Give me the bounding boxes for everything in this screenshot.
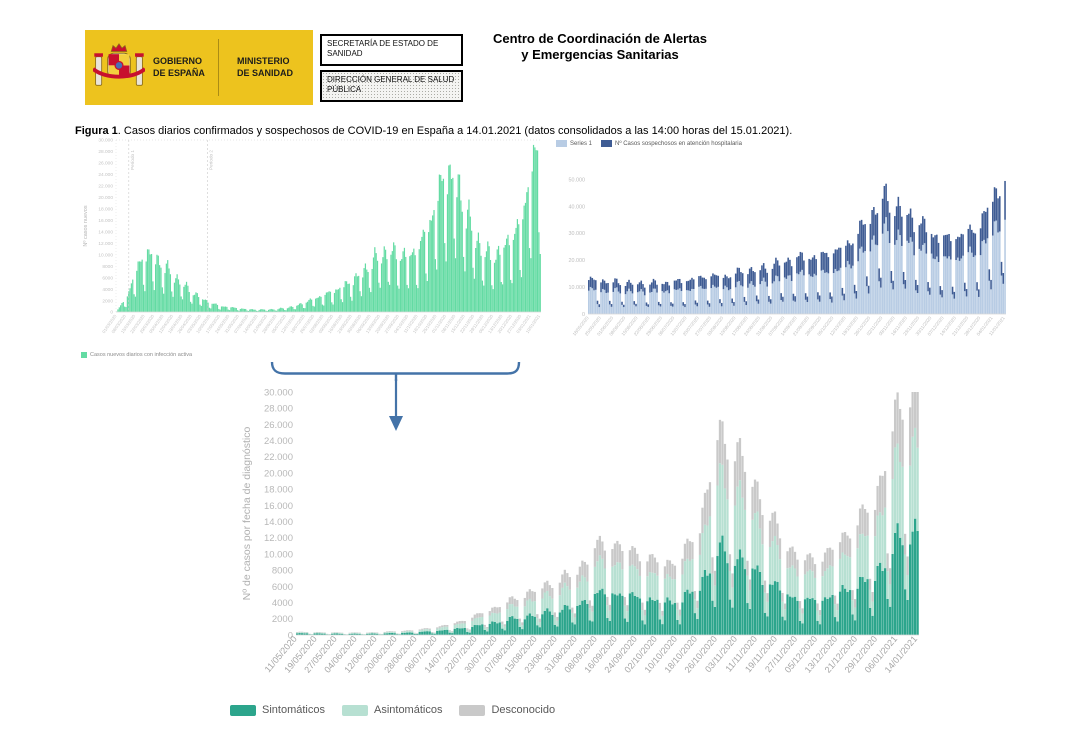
svg-text:12.000: 12.000 xyxy=(98,241,113,247)
spain-government-logo: GOBIERNO DE ESPAÑA MINISTERIO DE SANIDAD xyxy=(85,30,313,105)
svg-text:16.000: 16.000 xyxy=(98,218,113,224)
svg-text:10.000: 10.000 xyxy=(98,252,113,258)
svg-text:8000: 8000 xyxy=(272,566,293,577)
svg-text:4000: 4000 xyxy=(272,598,293,609)
legend-swatch-asintomaticos xyxy=(341,704,368,716)
legend-entry: Sintomáticos xyxy=(230,704,325,716)
svg-text:8000: 8000 xyxy=(102,264,113,270)
svg-text:Nº casos nuevos: Nº casos nuevos xyxy=(82,205,89,246)
svg-text:30.000: 30.000 xyxy=(264,387,293,398)
svg-text:12.000: 12.000 xyxy=(264,533,293,544)
svg-text:26.000: 26.000 xyxy=(264,420,293,431)
svg-text:Período 2: Período 2 xyxy=(208,150,213,170)
legend-label: Desconocido xyxy=(491,704,556,716)
svg-text:0: 0 xyxy=(582,312,585,318)
svg-text:2000: 2000 xyxy=(102,298,113,304)
svg-text:28.000: 28.000 xyxy=(264,404,293,415)
legend-entry: Asintomáticos xyxy=(341,704,443,716)
legend-swatch-green xyxy=(81,352,87,358)
legend-casos-nuevos: Casos nuevos diarios con infección activ… xyxy=(81,352,192,358)
legend-label: Casos nuevos diarios con infección activ… xyxy=(90,352,193,358)
legend-label: Series 1 xyxy=(570,140,593,147)
legend-casos-sospechosos: Series 1 Nº Casos sospechosos en atenció… xyxy=(556,140,742,147)
svg-text:20.000: 20.000 xyxy=(98,195,113,201)
svg-text:0: 0 xyxy=(288,630,293,641)
legend-swatch-sintomaticos xyxy=(230,704,256,716)
svg-text:24.000: 24.000 xyxy=(98,172,113,178)
org-title-line2: y Emergencias Sanitarias xyxy=(521,47,679,63)
org-title-line1: Centro de Coordinación de Alertas xyxy=(492,31,708,46)
svg-text:0: 0 xyxy=(110,310,113,316)
secretaria-de-estado-box: SECRETARÍA DE ESTADO DE SANIDAD xyxy=(320,34,463,66)
chart-casos-por-fecha-diagnostico: 0 2000 4000 6000 8000 10.000 12.000 14.000 16.00… xyxy=(232,382,927,712)
svg-text:Nº de casos por fecha de diagn: Nº de casos por fecha de diagnóstico xyxy=(241,427,253,601)
legend-entry: Desconocido xyxy=(459,704,555,716)
svg-text:10.000: 10.000 xyxy=(264,549,293,560)
ministry-label: MINISTERIO DE SANIDAD xyxy=(237,56,294,78)
org-title: Centro de Coordinación de Alertas y Emer… xyxy=(470,31,730,64)
svg-text:30.000: 30.000 xyxy=(569,231,586,237)
legend-label: Nº Casos sospechosos en atención hospita… xyxy=(615,140,742,147)
legend-entry: Nº Casos sospechosos en atención hospita… xyxy=(601,140,742,147)
svg-text:10.000: 10.000 xyxy=(569,285,586,291)
svg-text:28.000: 28.000 xyxy=(98,149,113,155)
legend-swatch-darkblue xyxy=(601,140,613,147)
svg-text:20.000: 20.000 xyxy=(264,468,293,479)
figure-caption-text: . Casos diarios confirmados y sospechoso… xyxy=(117,125,793,137)
svg-text:18.000: 18.000 xyxy=(98,207,113,213)
figure-caption-label: Figura 1 xyxy=(75,125,118,137)
spain-coat-of-arms-icon xyxy=(91,37,147,99)
svg-text:Período 1: Período 1 xyxy=(130,150,135,170)
svg-text:50.000: 50.000 xyxy=(569,177,586,183)
legend-swatch-lightblue xyxy=(556,140,567,147)
legend-diagnostico: Sintomáticos Asintomáticos Desconocido xyxy=(230,704,555,716)
government-label: GOBIERNO DE ESPAÑA xyxy=(153,56,205,78)
secretaria-label: SECRETARÍA DE ESTADO DE SANIDAD xyxy=(327,39,439,59)
svg-text:14.000: 14.000 xyxy=(98,230,113,236)
svg-text:6000: 6000 xyxy=(272,582,293,593)
svg-text:22.000: 22.000 xyxy=(264,452,293,463)
zoom-bracket-arrow-icon xyxy=(268,360,523,438)
logo-divider xyxy=(218,39,219,96)
svg-text:24.000: 24.000 xyxy=(264,436,293,447)
svg-text:6000: 6000 xyxy=(102,275,113,281)
direccion-general-box: DIRECCIÓN GENERAL DE SALUD PÚBLICA xyxy=(320,70,463,102)
svg-text:20.000: 20.000 xyxy=(569,258,586,264)
legend-swatch-desconocido xyxy=(459,704,486,716)
legend-label: Asintomáticos xyxy=(373,704,443,716)
svg-text:40.000: 40.000 xyxy=(569,204,586,210)
svg-text:16.000: 16.000 xyxy=(264,501,293,512)
svg-text:30.000: 30.000 xyxy=(98,138,113,144)
legend-entry: Series 1 xyxy=(556,140,592,147)
legend-entry: Casos nuevos diarios con infección activ… xyxy=(81,352,192,358)
chart-casos-sospechosos: 0 10.000 20.000 30.000 40.000 50.000 18/05/202… xyxy=(552,152,1012,365)
direccion-label: DIRECCIÓN GENERAL DE SALUD PÚBLICA xyxy=(327,75,455,95)
figure-caption: Figura 1. Casos diarios confirmados y so… xyxy=(75,125,1055,137)
svg-text:2000: 2000 xyxy=(272,614,293,625)
legend-label: Sintomáticos xyxy=(262,704,325,716)
svg-text:14.000: 14.000 xyxy=(264,517,293,528)
svg-text:18.000: 18.000 xyxy=(264,485,293,496)
chart-casos-nuevos-diarios: 0 2000 4000 6000 8000 10.000 12.000 14.000 16.00… xyxy=(76,134,546,369)
svg-text:4000: 4000 xyxy=(102,287,113,293)
svg-text:26.000: 26.000 xyxy=(98,161,113,167)
svg-text:22.000: 22.000 xyxy=(98,184,113,190)
